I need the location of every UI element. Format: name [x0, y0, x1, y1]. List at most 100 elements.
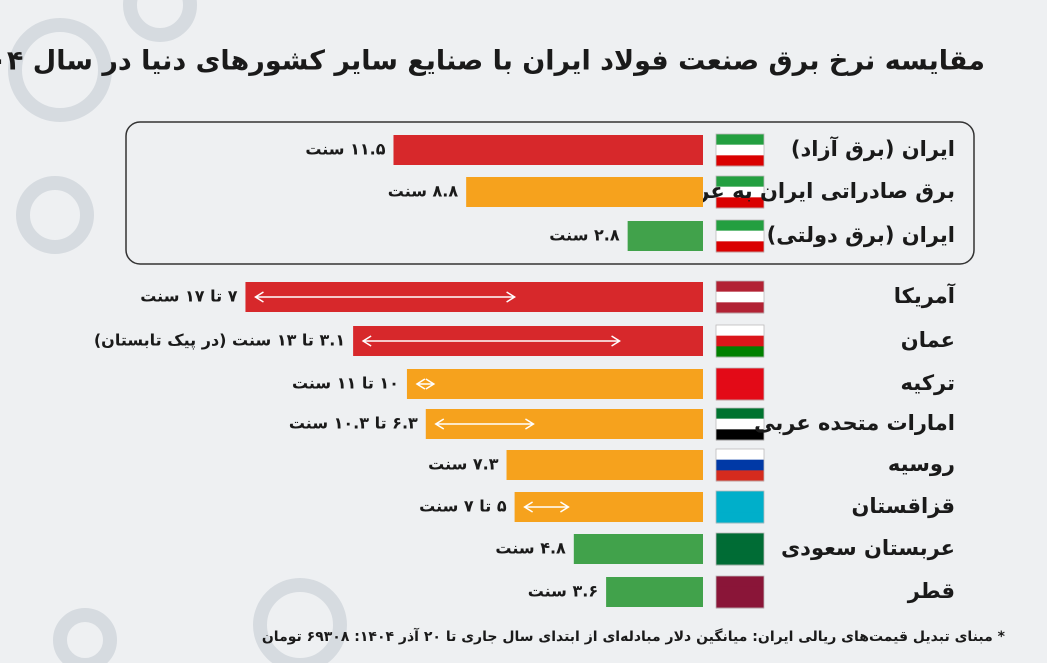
- flag: [715, 532, 765, 566]
- flag-stripe: [716, 378, 764, 390]
- category-label: عمان: [901, 328, 955, 352]
- value-label: ۱۱.۵ سنت: [305, 140, 385, 159]
- range-arrow: [415, 378, 436, 390]
- flag: [715, 575, 765, 609]
- category-label: عربستان سعودی: [781, 536, 955, 560]
- flag-border: [715, 367, 765, 401]
- background-gears: [8, 0, 347, 663]
- range-arrow: [523, 501, 570, 513]
- flag-stripe: [716, 325, 764, 337]
- category-label: آمریکا: [894, 283, 956, 308]
- range-arrow-head: [611, 335, 621, 347]
- flag-stripe: [716, 470, 764, 482]
- category-label: ایران (برق دولتی): [767, 223, 955, 247]
- bar: [506, 450, 703, 480]
- flag-stripe: [716, 408, 764, 420]
- flag-stripe: [716, 186, 764, 198]
- range-arrow-head: [560, 501, 570, 513]
- category-label: روسیه: [888, 452, 955, 476]
- flag: [715, 490, 765, 524]
- flag-border: [715, 324, 765, 358]
- flag: [715, 407, 765, 441]
- footnote: * مبنای تبدیل قیمت‌های ریالی ایران: میان…: [262, 627, 1006, 645]
- range-arrow-head: [506, 291, 517, 303]
- value-label: ۸.۸ سنت: [388, 182, 459, 201]
- flag-stripe: [716, 418, 764, 430]
- chart-title: مقایسه نرخ برق صنعت فولاد ایران با صنایع…: [0, 46, 985, 77]
- value-label: ۴.۸ سنت: [495, 539, 566, 558]
- flag: [715, 448, 765, 482]
- flag-stripe: [716, 586, 764, 598]
- flag-stripe: [716, 335, 764, 347]
- bar: [627, 221, 703, 251]
- category-label: ترکیه: [901, 371, 955, 395]
- bar: [406, 369, 703, 399]
- bar: [606, 577, 703, 607]
- flag-stripe: [716, 389, 764, 401]
- range-arrow-head: [415, 378, 426, 390]
- flag-border: [715, 448, 765, 482]
- flag-stripe: [716, 597, 764, 609]
- flag-stripe: [716, 134, 764, 146]
- flag-border: [715, 575, 765, 609]
- range-arrow-head: [525, 418, 535, 430]
- flag-stripe: [716, 230, 764, 242]
- value-label: ۷ تا ۱۷ سنت: [140, 287, 237, 306]
- bar: [393, 135, 703, 165]
- flag-stripe: [716, 197, 764, 209]
- flag-border: [715, 133, 765, 167]
- flag-stripe: [716, 346, 764, 358]
- range-arrow-head: [434, 418, 445, 430]
- flag: [715, 133, 765, 167]
- flag-stripe: [716, 576, 764, 588]
- flag-stripe: [716, 155, 764, 167]
- flag: [715, 219, 765, 253]
- flag-stripe: [716, 512, 764, 524]
- range-arrow: [254, 291, 517, 303]
- flag: [715, 280, 765, 314]
- flag-border: [715, 490, 765, 524]
- flag: [715, 367, 765, 401]
- flag-stripe: [716, 543, 764, 555]
- category-label: قزاقستان: [851, 494, 955, 518]
- flag-stripe: [716, 501, 764, 513]
- flag: [715, 175, 765, 209]
- flag-stripe: [716, 144, 764, 156]
- flag-stripe: [716, 491, 764, 503]
- flag-border: [715, 407, 765, 441]
- range-arrow-head: [523, 501, 533, 513]
- range-arrow: [434, 418, 535, 430]
- bar: [466, 177, 703, 207]
- flag-stripe: [716, 459, 764, 471]
- range-arrow-head: [361, 335, 372, 347]
- flag-border: [715, 175, 765, 209]
- flag-stripe: [716, 241, 764, 253]
- flag-border: [715, 280, 765, 314]
- category-label: ایران (برق آزاد): [791, 136, 955, 161]
- value-label: ۳.۱ تا ۱۳ سنت (در پیک تابستان): [94, 331, 345, 351]
- flag-stripe: [716, 449, 764, 461]
- bar: [573, 534, 703, 564]
- value-label: ۲.۸ سنت: [549, 226, 620, 245]
- value-label: ۳.۶ سنت: [528, 582, 598, 601]
- flag-border: [715, 219, 765, 253]
- flag-stripe: [716, 429, 764, 441]
- category-label: برق صادراتی ایران به عراق: [671, 179, 955, 203]
- flag-stripe: [716, 368, 764, 380]
- flag-stripe: [716, 281, 764, 293]
- flag-stripe: [716, 533, 764, 545]
- range-arrow-head: [425, 378, 436, 390]
- flag: [715, 324, 765, 358]
- flag-stripe: [716, 302, 764, 314]
- category-label: قطر: [907, 579, 955, 603]
- flag-stripe: [716, 176, 764, 188]
- value-label: ۵ تا ۷ سنت: [419, 497, 507, 516]
- category-label: امارات متحده عربی: [754, 411, 955, 435]
- value-label: ۷.۳ سنت: [428, 455, 499, 474]
- flag-border: [715, 532, 765, 566]
- range-arrow: [361, 335, 621, 347]
- flag-stripe: [716, 220, 764, 232]
- group-box: [125, 121, 975, 265]
- flag-stripe: [716, 291, 764, 303]
